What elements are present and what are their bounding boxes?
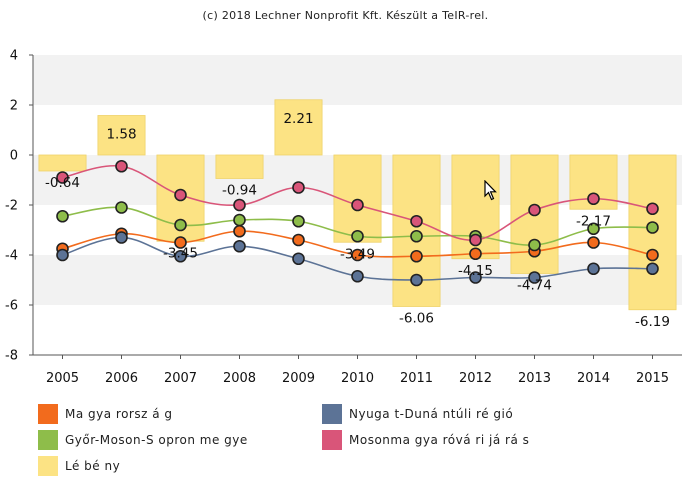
x-tick-label: 2015 [636, 371, 669, 386]
legend-item-gyor-moson-sopron[interactable]: Győr-Moson-S opron me gye [38, 430, 248, 450]
series-point-1 [646, 221, 659, 234]
legend-item-magyarorszag[interactable]: Ma gya rorsz á g [38, 404, 173, 424]
bar-value-label: -4.74 [517, 278, 552, 294]
series-point-3 [351, 198, 364, 212]
series-point-3 [587, 192, 600, 206]
axes [29, 54, 682, 359]
x-tick-label: 2011 [400, 371, 433, 386]
series-point-0 [469, 247, 482, 261]
x-tick-label: 2009 [282, 371, 315, 386]
series-point-3 [646, 202, 659, 216]
series-point-1 [174, 218, 187, 232]
series-point-2 [233, 239, 246, 253]
x-tick-label: 2014 [577, 371, 610, 386]
y-tick-label: -6 [5, 299, 18, 314]
series-point-1 [233, 213, 246, 227]
y-tick-label: 0 [10, 149, 18, 164]
mouse-pointer-icon [484, 180, 497, 201]
series-point-2 [469, 271, 482, 284]
series-point-3 [56, 171, 69, 184]
x-tick-label: 2007 [164, 371, 197, 386]
line-markers [56, 159, 659, 287]
y-tick-label: 2 [10, 99, 18, 114]
y-tick-label: 4 [10, 49, 18, 64]
series-point-1 [587, 222, 600, 236]
bar-value-label: -0.94 [222, 183, 257, 199]
legend-item-nyugat-dunantuli[interactable]: Nyuga t-Duná ntúli ré gió [322, 404, 513, 424]
legend-item-lebeny[interactable]: Lé bé ny [38, 456, 120, 476]
series-point-3 [410, 214, 423, 228]
x-tick-label: 2008 [223, 371, 256, 386]
series-point-2 [410, 273, 423, 287]
x-tick-labels: 2005 2006 2007 2008 2009 2010 2011 2012 2013 2014… [46, 371, 669, 386]
y-tick-label: -2 [5, 199, 18, 214]
series-point-2 [646, 262, 659, 276]
series-point-0 [233, 224, 246, 238]
bar-2005 [38, 154, 87, 172]
bar-value-label: -3.45 [163, 245, 198, 261]
series-point-1 [410, 229, 423, 243]
x-tick-label: 2012 [459, 371, 492, 386]
series-point-1 [292, 214, 305, 228]
series-point-2 [115, 231, 128, 244]
bar-value-label: -3.49 [340, 246, 375, 262]
bar-2009 [274, 99, 323, 156]
series-point-0 [587, 236, 600, 249]
series-point-0 [292, 233, 305, 247]
bar-2008 [215, 154, 264, 179]
legend-swatch [322, 430, 342, 450]
series-point-2 [587, 262, 600, 276]
bar-value-labels: -0.64 1.58 -3.45 -0.94 2.21 -3.49 -6.06 -4.15 -4… [45, 111, 670, 330]
series-point-3 [233, 198, 246, 212]
series-point-3 [115, 159, 128, 173]
legend-label: Ma gya rorsz á g [65, 407, 173, 421]
grid-band [33, 55, 682, 105]
legend-swatch [38, 456, 58, 476]
chart-area: -0.64 1.58 -3.45 -0.94 2.21 -3.49 -6.06 -4.15 -4… [5, 49, 682, 386]
series-point-3 [292, 181, 305, 194]
series-point-1 [56, 209, 69, 223]
series-point-0 [646, 248, 659, 262]
bar-value-label: -6.06 [399, 311, 434, 327]
series-point-3 [469, 233, 482, 247]
series-point-1 [351, 229, 364, 243]
series-point-2 [56, 248, 69, 262]
series-point-1 [528, 238, 541, 252]
legend-label: Mosonma gya róvá ri já rá s [349, 433, 530, 447]
x-tick-label: 2013 [518, 371, 551, 386]
series-point-3 [174, 188, 187, 202]
bar-value-label: 1.58 [106, 127, 136, 143]
legend-swatch [38, 404, 58, 424]
series-point-2 [528, 271, 541, 284]
series-point-2 [174, 249, 187, 263]
series-point-2 [292, 252, 305, 266]
bar-value-label: -6.19 [635, 314, 670, 330]
y-tick-label: -8 [5, 349, 18, 364]
series-point-1 [115, 201, 128, 214]
bar-2006 [97, 115, 146, 156]
x-tick-label: 2006 [105, 371, 138, 386]
bar-value-label: -0.64 [45, 175, 80, 191]
legend-item-mosonmagyarovari[interactable]: Mosonma gya róvá ri já rá s [322, 430, 529, 450]
x-tick-label: 2010 [341, 371, 374, 386]
series-point-3 [528, 203, 541, 217]
legend-swatch [322, 404, 342, 424]
legend-swatch [38, 430, 58, 450]
bar-value-label: -4.15 [458, 263, 493, 279]
legend-label: Győr-Moson-S opron me gye [65, 433, 248, 447]
chart-credit: (c) 2018 Lechner Nonprofit Kft. Készült … [202, 9, 489, 22]
x-tick-label: 2005 [46, 371, 79, 386]
series-point-2 [351, 269, 364, 283]
y-tick-label: -4 [5, 249, 18, 264]
y-tick-labels: 4 2 0 -2 -4 -6 -8 [5, 49, 18, 364]
series-point-0 [351, 248, 364, 262]
bar-value-label: 2.21 [283, 111, 313, 127]
legend-label: Lé bé ny [65, 459, 121, 473]
series-point-0 [174, 236, 187, 249]
legend-label: Nyuga t-Duná ntúli ré gió [349, 407, 514, 421]
bar-value-label: -2.17 [576, 213, 611, 229]
series-point-0 [410, 249, 423, 263]
